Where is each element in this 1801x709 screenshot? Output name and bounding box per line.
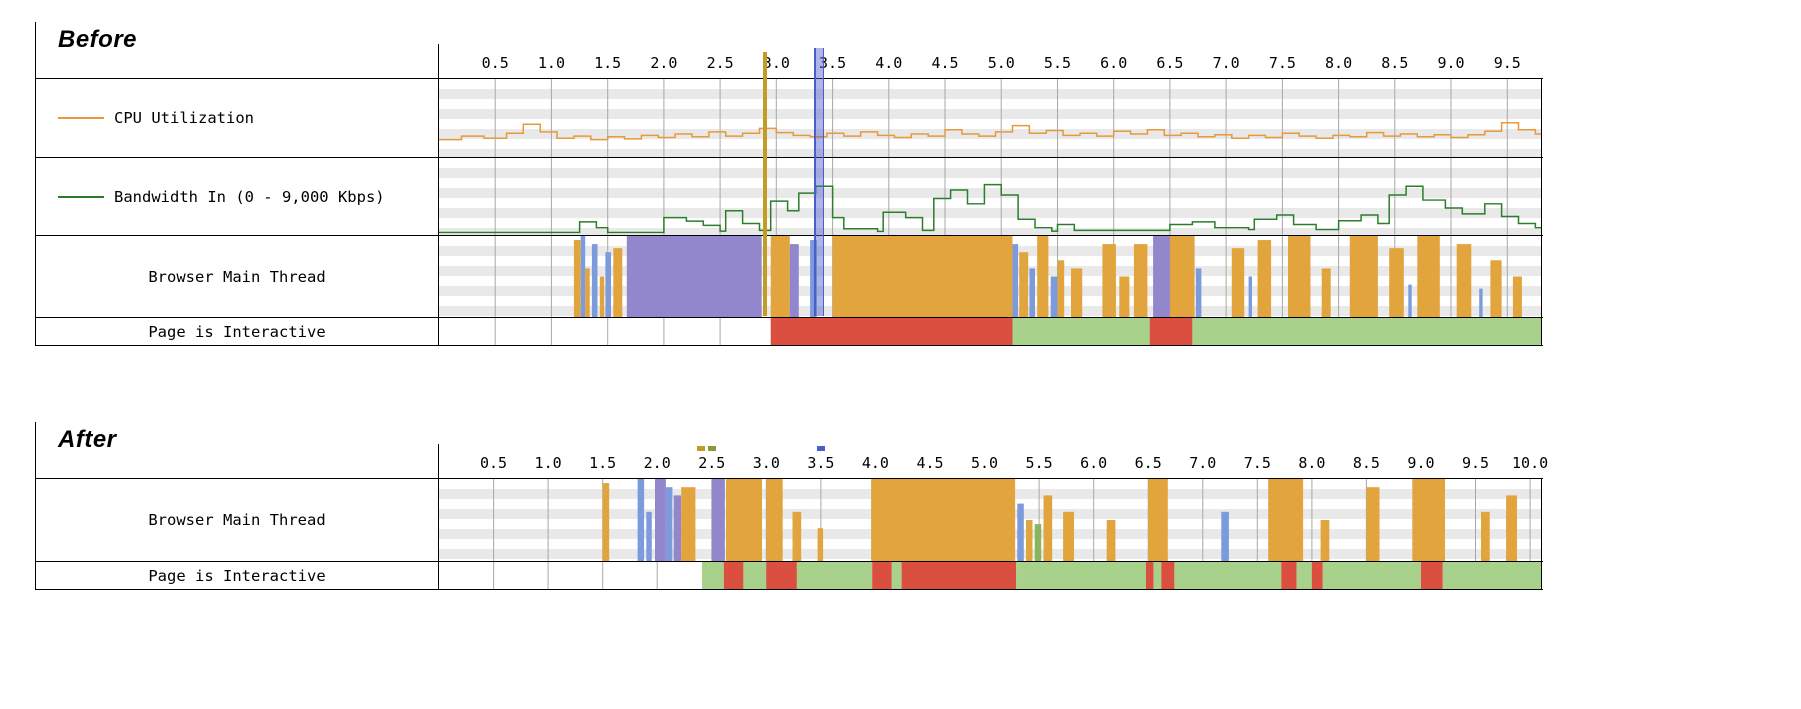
axis-tick-label: 5.5	[1025, 454, 1053, 472]
axis-tick-label: 7.5	[1243, 454, 1271, 472]
chart-row: Browser Main Thread	[36, 479, 1543, 561]
chart-row: Bandwidth In (0 - 9,000 Kbps)	[36, 157, 1543, 235]
axis-tick-label: 9.5	[1493, 54, 1521, 72]
axis-tick-label: 9.0	[1437, 54, 1465, 72]
axis-tick-label: 3.5	[807, 454, 835, 472]
axis-tick-label: 2.5	[706, 54, 734, 72]
row-label-cell: Browser Main Thread	[36, 479, 438, 561]
axis-tick-label: 3.0	[762, 54, 790, 72]
axis-tick-label: 2.0	[650, 54, 678, 72]
axis-tick-label: 6.5	[1156, 54, 1184, 72]
chart-row: Browser Main Thread	[36, 235, 1543, 317]
row-label: Browser Main Thread	[148, 511, 326, 529]
section-title: Before	[58, 26, 138, 53]
row-label-cell: Page is Interactive	[36, 318, 438, 345]
axis-tick-label: 7.0	[1189, 454, 1217, 472]
row-plot-svg	[494, 318, 1541, 345]
axis-tick-label: 6.0	[1080, 454, 1108, 472]
section-title: After	[58, 426, 117, 453]
axis-tick-label: 4.5	[916, 454, 944, 472]
row-label: CPU Utilization	[114, 109, 254, 127]
legend-line-icon	[58, 117, 104, 119]
axis-tick-label: 2.0	[643, 454, 671, 472]
axis-tick-label: 5.0	[970, 454, 999, 472]
row-label: Page is Interactive	[148, 566, 326, 585]
axis-tick-label: 6.5	[1134, 454, 1162, 472]
chart-row: CPU Utilization	[36, 79, 1543, 157]
row-plot-svg	[439, 158, 1541, 235]
row-plot-svg	[494, 236, 1522, 317]
axis-tick-label: 9.0	[1407, 454, 1435, 472]
axis-tick-label: 8.0	[1325, 54, 1353, 72]
axis-tick-label: 8.5	[1352, 454, 1380, 472]
axis-tick-label: 10.0	[1512, 454, 1549, 472]
after-chart-section: After 0.5 1.0 1.5 2.0 2.5 3.0 3.5 4.0 4.5 5.0 5.5 6…	[35, 422, 1548, 590]
axis-tick-label: 0.5	[480, 454, 508, 472]
row-plot-svg	[439, 79, 1541, 157]
row-plot-svg	[493, 479, 1531, 561]
row-plot-area	[438, 318, 1542, 345]
row-label-cell: Bandwidth In (0 - 9,000 Kbps)	[36, 158, 438, 235]
axis-tick-label: 4.0	[861, 454, 889, 472]
row-plot-area	[438, 236, 1542, 317]
axis-tick-label: 3.5	[819, 54, 847, 72]
row-label-cell: Browser Main Thread	[36, 236, 438, 317]
axis-tick-label: 4.5	[931, 54, 959, 72]
row-label: Page is Interactive	[148, 322, 326, 341]
row-plot-area	[438, 562, 1542, 589]
axis-tick-label: 7.5	[1268, 54, 1296, 72]
chart-row: Page is Interactive	[36, 561, 1543, 589]
axis-tick-label: 5.0	[987, 54, 1015, 72]
row-plot-area	[438, 158, 1542, 235]
row-label: Bandwidth In (0 - 9,000 Kbps)	[114, 187, 385, 206]
time-axis: 0.5 1.0 1.5 2.0 2.5 3.0 3.5 4.0 4.5 5.0 5.5 6.0 6.5 7…	[438, 444, 1548, 478]
row-label: Browser Main Thread	[148, 267, 326, 286]
chart-row: Page is Interactive	[36, 317, 1543, 345]
axis-tick-label: 1.0	[537, 54, 565, 72]
axis-tick-label: 2.5	[698, 454, 726, 472]
axis-tick-label: 8.5	[1381, 54, 1409, 72]
axis-tick-label: 1.5	[594, 54, 622, 72]
axis-tick-label: 1.0	[534, 454, 562, 472]
axis-tick-label: 6.0	[1100, 54, 1128, 72]
chart-rows: CPU Utilization Bandwidth In (0 - 9,000 K…	[36, 78, 1543, 346]
axis-tick-label: 0.5	[481, 54, 509, 72]
row-plot-svg	[493, 562, 1541, 589]
axis-tick-label: 4.0	[875, 54, 903, 72]
before-chart-section: Before 0.5 1.0 1.5 2.0 2.5 3.0 3.5 4.0 4.5 5.0 5.5…	[35, 22, 1543, 346]
time-axis: 0.5 1.0 1.5 2.0 2.5 3.0 3.5 4.0 4.5 5.0 5.5 6.0 6.5 7…	[438, 44, 1542, 78]
axis-tick-label: 5.5	[1043, 54, 1072, 72]
section-header: Before 0.5 1.0 1.5 2.0 2.5 3.0 3.5 4.0 4.5 5.0 5.5…	[36, 22, 1542, 78]
section-header: After 0.5 1.0 1.5 2.0 2.5 3.0 3.5 4.0 4.5 5.0 5.5 6…	[36, 422, 1548, 478]
axis-tick-label: 9.5	[1461, 454, 1490, 472]
axis-tick-label: 8.0	[1298, 454, 1326, 472]
row-plot-area	[438, 79, 1542, 157]
chart-rows: Browser Main Thread Page is Interactive	[36, 478, 1543, 590]
row-label-cell: CPU Utilization	[36, 79, 438, 157]
row-plot-area	[438, 479, 1542, 561]
axis-tick-label: 1.5	[589, 454, 617, 472]
row-label-cell: Page is Interactive	[36, 562, 438, 589]
axis-tick-label: 3.0	[752, 454, 780, 472]
axis-tick-label: 7.0	[1212, 54, 1240, 72]
legend-line-icon	[58, 195, 104, 198]
